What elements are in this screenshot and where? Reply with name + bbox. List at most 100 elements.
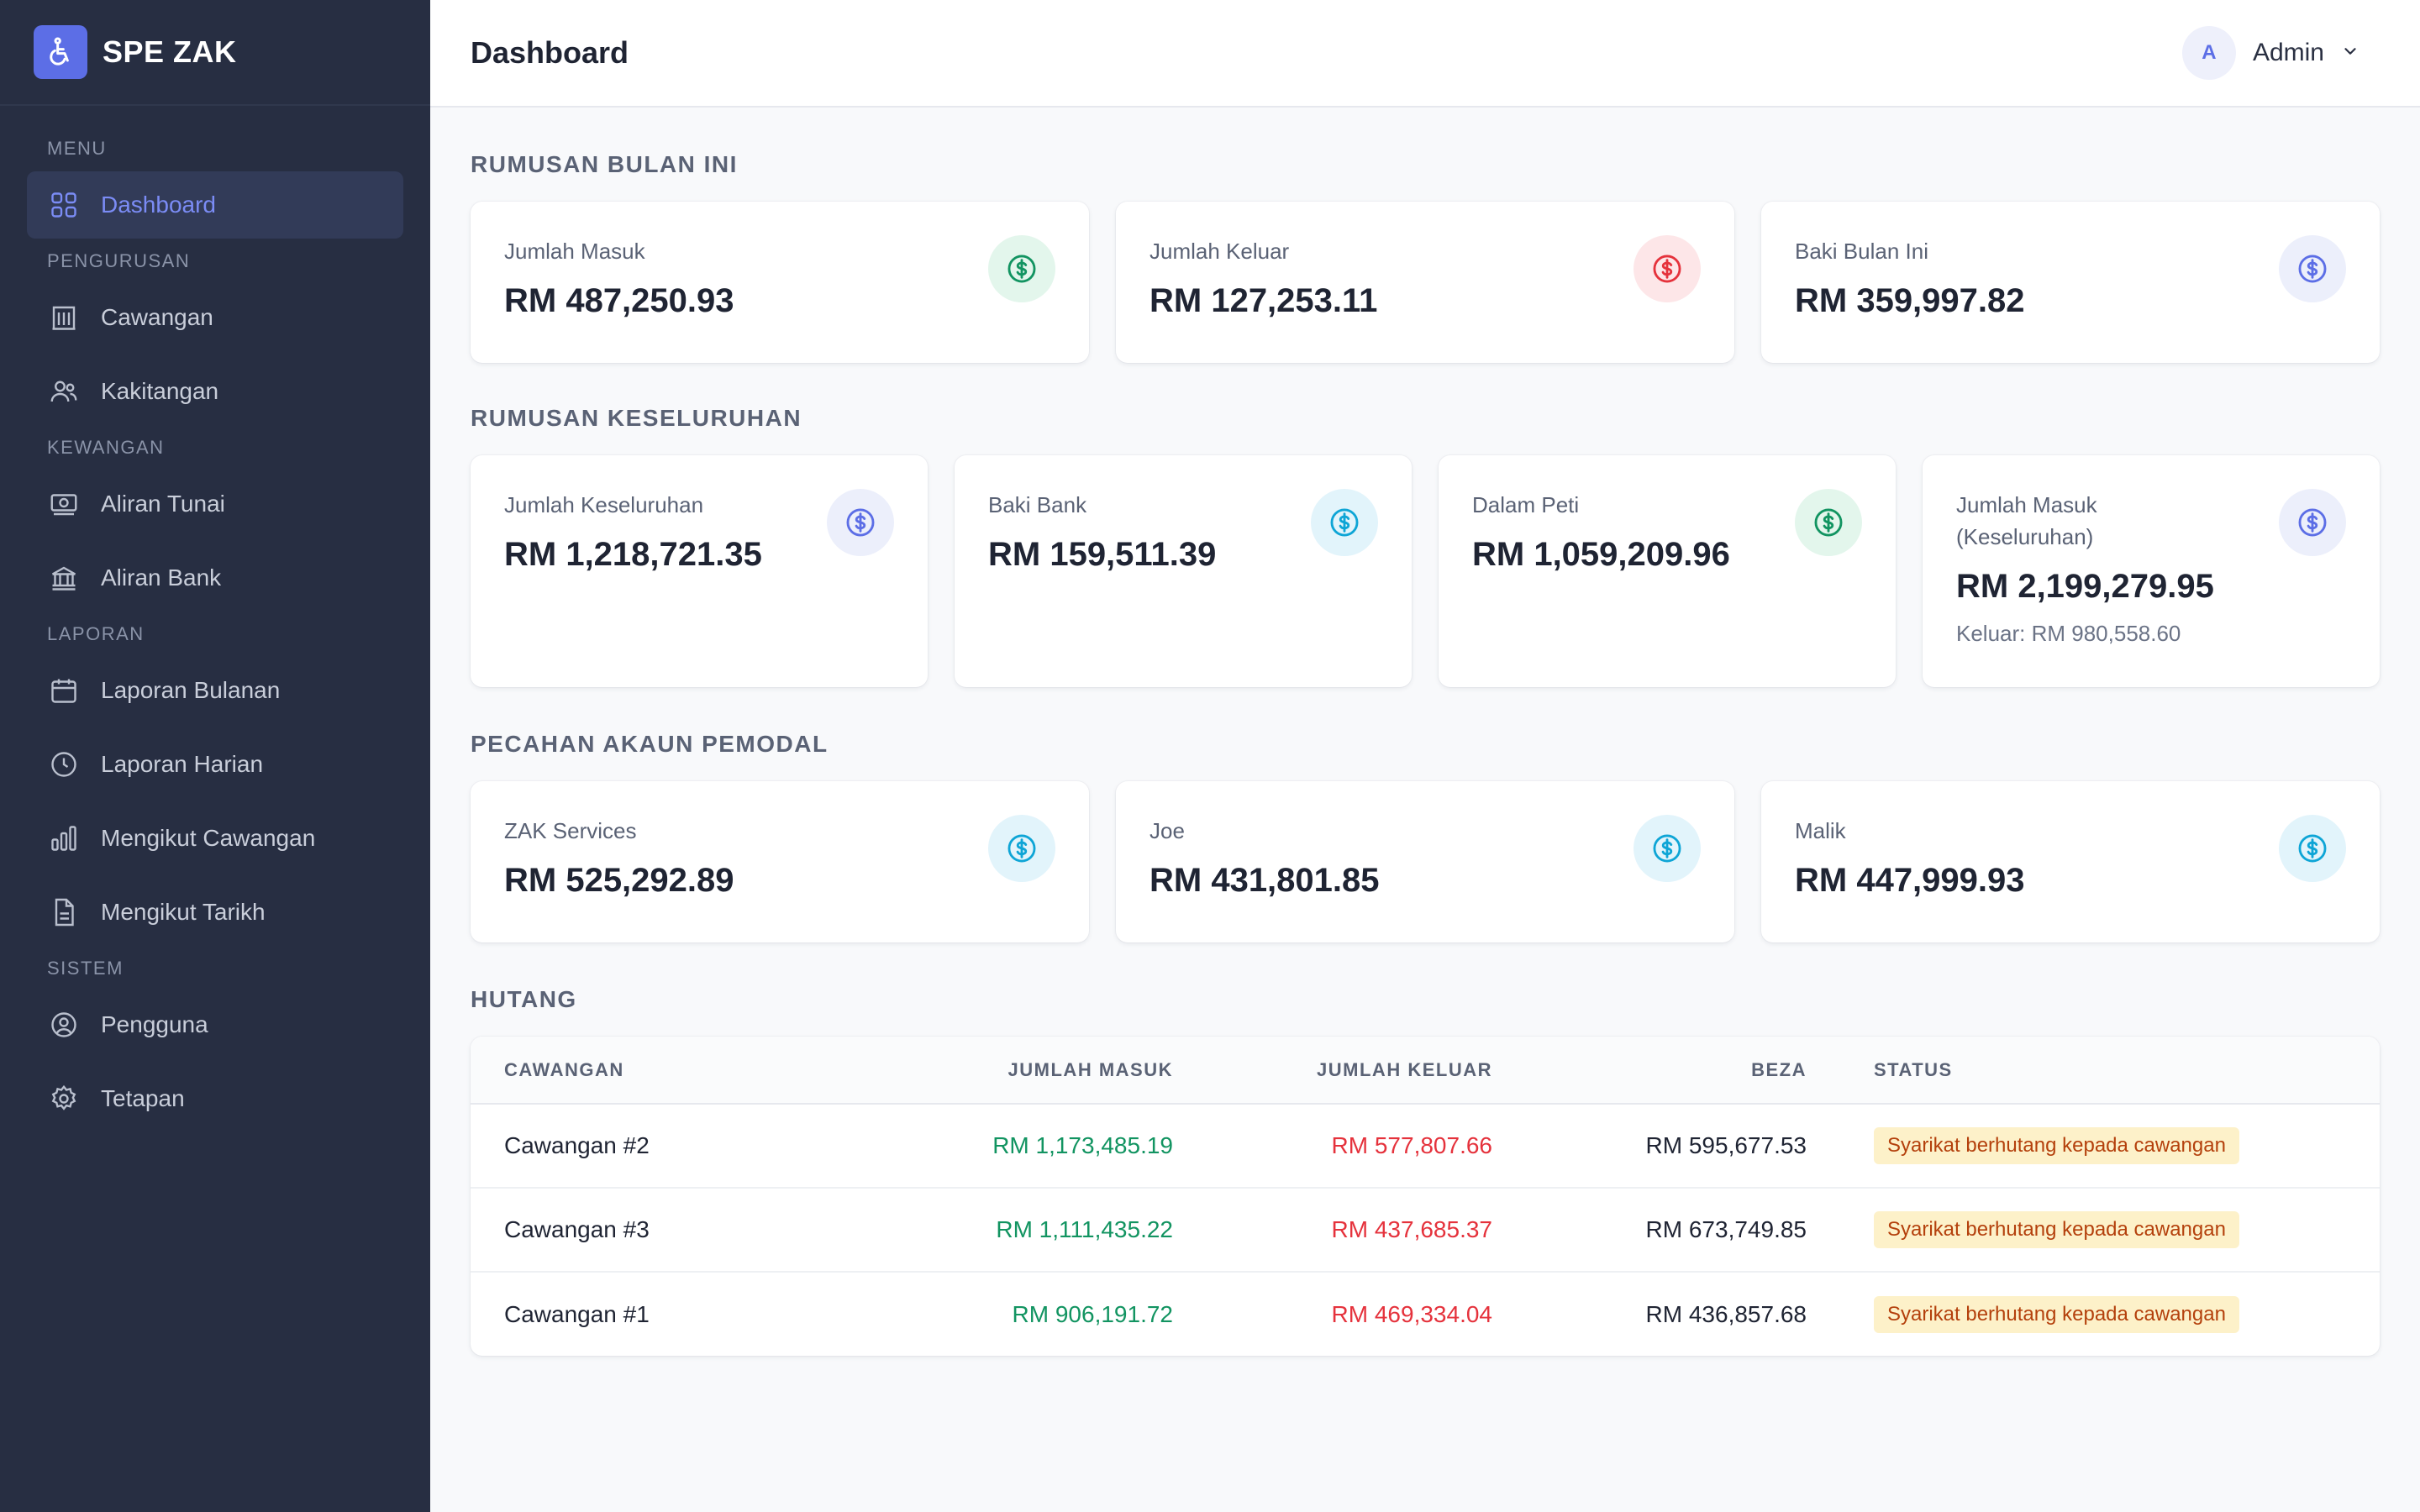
card-label: ZAK Services	[504, 818, 637, 843]
sidebar-item-cawangan[interactable]: Cawangan	[27, 284, 403, 351]
sidebar-item-mengikut-tarikh[interactable]: Mengikut Tarikh	[27, 879, 403, 946]
debt-table: CAWANGAN JUMLAH MASUK JUMLAH KELUAR BEZA…	[471, 1037, 2380, 1356]
sidebar-item-label: Cawangan	[101, 304, 213, 330]
sidebar-item-tetapan[interactable]: Tetapan	[27, 1065, 403, 1132]
amount-in-cell: RM 1,173,485.19	[790, 1104, 1173, 1189]
status-badge: Syarikat berhutang kepada cawangan	[1874, 1295, 2239, 1333]
card-value: RM 159,511.39	[988, 536, 1217, 573]
sidebar-item-laporan-bulanan[interactable]: Laporan Bulanan	[27, 657, 403, 724]
top-header: Dashboard A Admin	[430, 0, 2420, 108]
branch-cell: Cawangan #2	[471, 1104, 790, 1189]
section-title-overall: RUMUSAN KESELURUHAN	[471, 405, 802, 431]
brand[interactable]: SPE ZAK	[0, 0, 430, 106]
investor-cards: ZAK Services RM 525,292.89 Joe RM 431,80…	[471, 781, 2380, 942]
card-value: RM 127,253.11	[1150, 282, 1378, 319]
sidebar-item-label: Tetapan	[101, 1085, 185, 1111]
sidebar-item-label: Kakitangan	[101, 378, 219, 404]
dollar-icon	[1634, 815, 1701, 882]
investor-card: ZAK Services RM 525,292.89	[471, 781, 1089, 942]
sidebar-item-label: Pengguna	[101, 1011, 208, 1037]
card-label: Jumlah Masuk	[504, 239, 645, 264]
sidebar-item-label: Dashboard	[101, 192, 216, 218]
sidebar-section-label: PENGURUSAN	[47, 250, 191, 271]
sidebar-item-label: Aliran Tunai	[101, 491, 225, 517]
dollar-icon	[2279, 489, 2346, 556]
card-label: Jumlah Masuk (Keseluruhan)	[1956, 492, 2097, 549]
summary-card: Baki Bulan Ini RM 359,997.82	[1761, 202, 2380, 363]
grid-icon	[47, 188, 81, 222]
summary-card: Jumlah Keluar RM 127,253.11	[1116, 202, 1734, 363]
sidebar-section-label: LAPORAN	[47, 623, 145, 644]
column-header: JUMLAH KELUAR	[1173, 1037, 1492, 1105]
sidebar-item-dashboard[interactable]: Dashboard	[27, 171, 403, 239]
sidebar-item-label: Laporan Bulanan	[101, 677, 281, 703]
card-value: RM 447,999.93	[1795, 862, 2025, 899]
sidebar-item-aliran-tunai[interactable]: Aliran Tunai	[27, 470, 403, 538]
card-subtext: Keluar: RM 980,558.60	[1956, 621, 2181, 646]
card-label: Jumlah Keseluruhan	[504, 492, 704, 517]
sidebar-section-label: KEWANGAN	[47, 437, 165, 458]
sidebar-item-kakitangan[interactable]: Kakitangan	[27, 358, 403, 425]
table-row: Cawangan #2 RM 1,173,485.19 RM 577,807.6…	[471, 1104, 2380, 1189]
card-label: Jumlah Keluar	[1150, 239, 1290, 264]
dollar-icon	[827, 489, 894, 556]
difference-cell: RM 595,677.53	[1492, 1104, 1807, 1189]
user-name: Admin	[2252, 39, 2324, 66]
sidebar-item-label: Laporan Harian	[101, 751, 264, 777]
sidebar-item-laporan-harian[interactable]: Laporan Harian	[27, 731, 403, 798]
calendar-icon	[47, 674, 81, 707]
column-header: JUMLAH MASUK	[790, 1037, 1173, 1105]
table-header-row: CAWANGAN JUMLAH MASUK JUMLAH KELUAR BEZA…	[471, 1037, 2380, 1105]
dollar-icon	[1634, 235, 1701, 302]
table-row: Cawangan #1 RM 906,191.72 RM 469,334.04 …	[471, 1272, 2380, 1356]
card-label: Malik	[1795, 818, 1846, 843]
sidebar-item-label: Aliran Bank	[101, 564, 222, 591]
status-badge: Syarikat berhutang kepada cawangan	[1874, 1127, 2239, 1164]
sidebar-item-label: Mengikut Tarikh	[101, 899, 266, 925]
bar-chart-icon	[47, 822, 81, 855]
sidebar: SPE ZAK MENU Dashboard PENGURUSAN Cawang…	[0, 0, 430, 1512]
sidebar-item-pengguna[interactable]: Pengguna	[27, 991, 403, 1058]
user-menu[interactable]: A Admin	[2181, 26, 2360, 80]
amount-out-cell: RM 469,334.04	[1331, 1300, 1492, 1327]
main-content: RUMUSAN BULAN INI Jumlah Masuk RM 487,25…	[471, 108, 2380, 1356]
users-icon	[47, 375, 81, 408]
branch-cell: Cawangan #3	[471, 1188, 790, 1273]
section-title-monthly: RUMUSAN BULAN INI	[471, 151, 738, 177]
column-header: BEZA	[1492, 1037, 1807, 1105]
dollar-icon	[1795, 489, 1862, 556]
branch-cell: Cawangan #1	[504, 1300, 650, 1327]
card-value: RM 487,250.93	[504, 282, 734, 319]
column-header: CAWANGAN	[471, 1037, 790, 1105]
sidebar-nav: MENU Dashboard PENGURUSAN Cawangan Kakit…	[0, 106, 430, 1132]
sidebar-item-aliran-bank[interactable]: Aliran Bank	[27, 544, 403, 612]
sidebar-item-label: Mengikut Cawangan	[101, 825, 316, 851]
logo-icon	[34, 25, 87, 79]
section-title-investors: PECAHAN AKAUN PEMODAL	[471, 731, 829, 757]
amount-out-cell: RM 437,685.37	[1173, 1188, 1492, 1273]
summary-card: Jumlah Keseluruhan RM 1,218,721.35	[471, 455, 928, 687]
dollar-icon	[2279, 235, 2346, 302]
investor-card: Joe RM 431,801.85	[1116, 781, 1734, 942]
building-icon	[47, 301, 81, 334]
difference-cell: RM 673,749.85	[1492, 1188, 1807, 1273]
sidebar-section-label: SISTEM	[47, 958, 124, 979]
section-title-debt: HUTANG	[471, 986, 577, 1012]
table-row: Cawangan #3 RM 1,111,435.22 RM 437,685.3…	[471, 1188, 2380, 1273]
avatar: A	[2181, 26, 2236, 80]
summary-card: Baki Bank RM 159,511.39	[955, 455, 1412, 687]
amount-in-cell: RM 906,191.72	[1012, 1300, 1173, 1327]
dollar-icon	[1311, 489, 1378, 556]
card-label: Dalam Peti	[1472, 492, 1580, 517]
card-value: RM 1,218,721.35	[504, 536, 762, 573]
status-badge: Syarikat berhutang kepada cawangan	[1874, 1211, 2239, 1248]
dollar-icon	[988, 815, 1055, 882]
monthly-cards: Jumlah Masuk RM 487,250.93 Jumlah Keluar…	[471, 202, 2380, 363]
summary-card: Jumlah Masuk (Keseluruhan) RM 2,199,279.…	[1923, 455, 2380, 687]
card-label: Baki Bulan Ini	[1795, 239, 1928, 264]
sidebar-item-mengikut-cawangan[interactable]: Mengikut Cawangan	[27, 805, 403, 872]
amount-in-cell: RM 1,111,435.22	[790, 1188, 1173, 1273]
card-label: Baki Bank	[988, 492, 1087, 517]
app-name: SPE ZAK	[103, 34, 237, 69]
clock-icon	[47, 748, 81, 781]
